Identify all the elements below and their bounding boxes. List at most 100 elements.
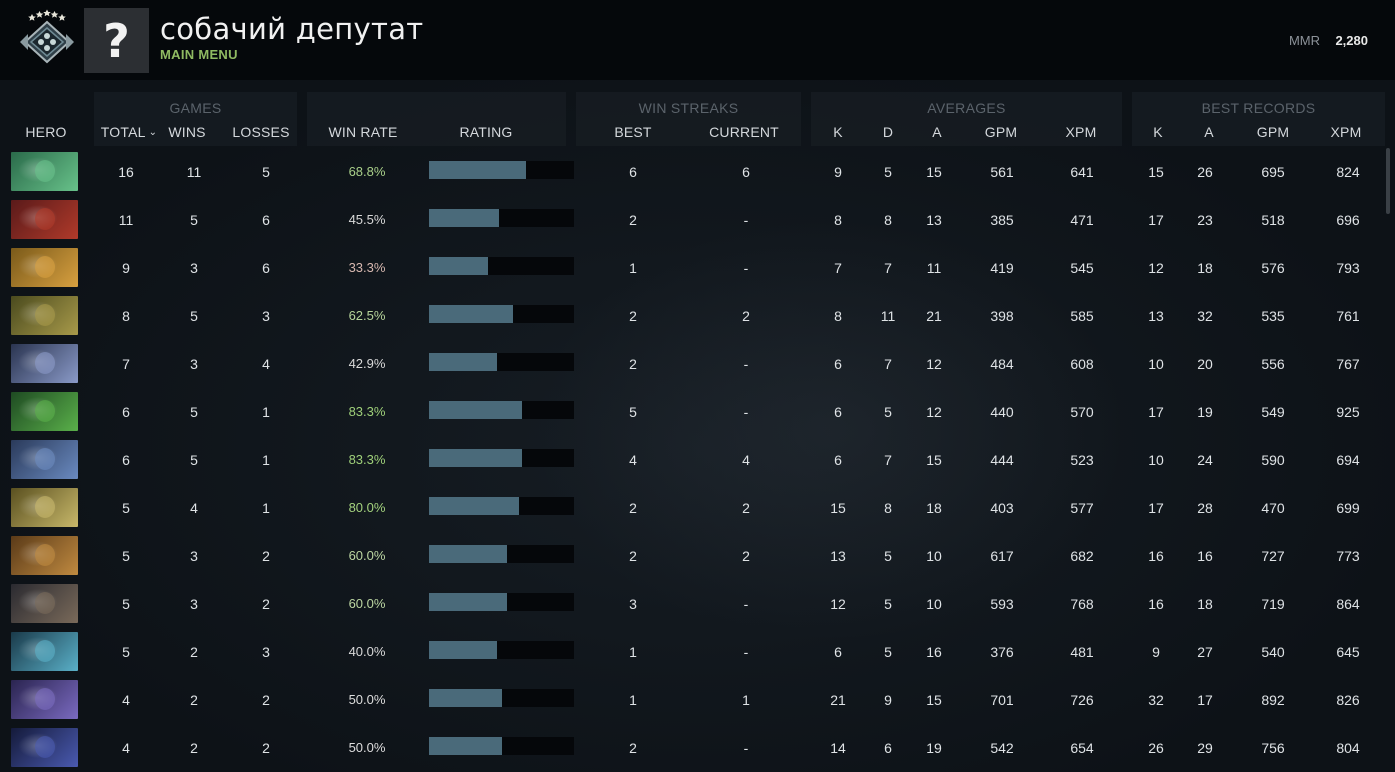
cell-avg-xpm: 570 (1070, 404, 1094, 420)
cell-losses: 1 (262, 500, 270, 516)
hero-portrait[interactable] (11, 440, 78, 479)
rank-medal-icon[interactable] (14, 8, 80, 66)
cell-best-gpm: 756 (1261, 740, 1285, 756)
cell-losses: 2 (262, 740, 270, 756)
cell-avg-assists: 15 (926, 164, 942, 180)
cell-current-streak: 4 (742, 452, 750, 468)
rating-bar-fill (429, 209, 499, 227)
cell-avg-assists: 12 (926, 404, 942, 420)
hero-portrait[interactable] (11, 200, 78, 239)
hero-portrait[interactable] (11, 248, 78, 287)
cell-best-gpm: 892 (1261, 692, 1285, 708)
cell-best-streak: 2 (629, 740, 637, 756)
cell-win-rate: 60.0% (348, 548, 386, 563)
rating-bar-fill (429, 593, 507, 611)
cell-avg-deaths: 7 (884, 452, 892, 468)
col-header-rating[interactable]: RATING (459, 124, 513, 140)
table-row[interactable]: 6 5 1 83.3% 5 - 6 5 12 440 570 17 19 549 925 (0, 390, 1395, 434)
cell-best-gpm: 590 (1261, 452, 1285, 468)
rating-bar-fill (429, 353, 497, 371)
cell-best-gpm: 470 (1261, 500, 1285, 516)
hero-portrait[interactable] (11, 392, 78, 431)
col-header-best-assists[interactable]: A (1204, 124, 1214, 140)
cell-avg-deaths: 9 (884, 692, 892, 708)
cell-losses: 2 (262, 596, 270, 612)
hero-portrait[interactable] (11, 344, 78, 383)
cell-losses: 2 (262, 692, 270, 708)
col-header-total[interactable]: TOTAL ⌄ (96, 124, 162, 140)
cell-best-kills: 32 (1148, 692, 1164, 708)
cell-best-streak: 1 (629, 644, 637, 660)
cell-best-kills: 17 (1148, 500, 1164, 516)
col-header-avg-xpm[interactable]: XPM (1065, 124, 1097, 140)
col-header-best-gpm[interactable]: GPM (1256, 124, 1290, 140)
mmr-value: 2,280 (1335, 33, 1368, 48)
col-header-hero[interactable]: HERO (25, 124, 67, 140)
cell-wins: 2 (190, 692, 198, 708)
hero-portrait[interactable] (11, 536, 78, 575)
best-records-group-header (1132, 92, 1385, 146)
hero-portrait[interactable] (11, 728, 78, 767)
cell-best-xpm: 645 (1336, 644, 1360, 660)
table-row[interactable]: 9 3 6 33.3% 1 - 7 7 11 419 545 12 18 576 793 (0, 246, 1395, 290)
cell-current-streak: - (743, 260, 749, 276)
col-header-avg-deaths[interactable]: D (882, 124, 894, 140)
cell-best-xpm: 761 (1336, 308, 1360, 324)
rating-bar (429, 305, 574, 323)
cell-best-kills: 17 (1148, 212, 1164, 228)
table-row[interactable]: 5 2 3 40.0% 1 - 6 5 16 376 481 9 27 540 645 (0, 630, 1395, 674)
col-header-best-streak[interactable]: BEST (614, 124, 652, 140)
cell-best-gpm: 549 (1261, 404, 1285, 420)
cell-best-kills: 9 (1152, 644, 1160, 660)
cell-best-assists: 29 (1197, 740, 1213, 756)
hero-portrait[interactable] (11, 296, 78, 335)
col-header-losses[interactable]: LOSSES (232, 124, 290, 140)
cell-best-kills: 10 (1148, 356, 1164, 372)
col-header-avg-assists[interactable]: A (932, 124, 942, 140)
col-header-avg-gpm[interactable]: GPM (984, 124, 1018, 140)
cell-best-xpm: 793 (1336, 260, 1360, 276)
hero-portrait[interactable] (11, 680, 78, 719)
main-menu-link[interactable]: MAIN MENU (160, 47, 238, 62)
cell-current-streak: - (743, 644, 749, 660)
hero-portrait[interactable] (11, 488, 78, 527)
cell-best-streak: 5 (629, 404, 637, 420)
cell-best-kills: 26 (1148, 740, 1164, 756)
table-row[interactable]: 4 2 2 50.0% 2 - 14 6 19 542 654 26 29 756 804 (0, 726, 1395, 770)
col-header-win-rate[interactable]: WIN RATE (328, 124, 398, 140)
cell-avg-assists: 10 (926, 548, 942, 564)
averages-group-title: AVERAGES (927, 100, 1006, 116)
table-row[interactable]: 6 5 1 83.3% 4 4 6 7 15 444 523 10 24 590 694 (0, 438, 1395, 482)
cell-avg-deaths: 5 (884, 596, 892, 612)
table-row[interactable]: 5 3 2 60.0% 3 - 12 5 10 593 768 16 18 719 864 (0, 582, 1395, 626)
hero-portrait[interactable] (11, 152, 78, 191)
player-avatar[interactable]: ? (84, 8, 149, 73)
scrollbar-thumb[interactable] (1386, 148, 1390, 214)
col-header-current-streak[interactable]: CURRENT (709, 124, 779, 140)
cell-avg-gpm: 398 (990, 308, 1014, 324)
table-row[interactable]: 11 5 6 45.5% 2 - 8 8 13 385 471 17 23 518 696 (0, 198, 1395, 242)
table-row[interactable]: 8 5 3 62.5% 2 2 8 11 21 398 585 13 32 535 761 (0, 294, 1395, 338)
hero-portrait[interactable] (11, 584, 78, 623)
cell-avg-deaths: 7 (884, 260, 892, 276)
cell-avg-kills: 7 (834, 260, 842, 276)
cell-best-streak: 1 (629, 692, 637, 708)
col-header-avg-kills[interactable]: K (833, 124, 843, 140)
cell-best-streak: 1 (629, 260, 637, 276)
col-header-best-xpm[interactable]: XPM (1330, 124, 1362, 140)
col-header-best-kills[interactable]: K (1153, 124, 1163, 140)
table-row[interactable]: 5 3 2 60.0% 2 2 13 5 10 617 682 16 16 727 773 (0, 534, 1395, 578)
cell-total: 6 (122, 452, 130, 468)
games-group-header (94, 92, 297, 146)
cell-total: 5 (122, 548, 130, 564)
table-row[interactable]: 16 11 5 68.8% 6 6 9 5 15 561 641 15 26 695 824 (0, 150, 1395, 194)
hero-portrait[interactable] (11, 632, 78, 671)
table-row[interactable]: 7 3 4 42.9% 2 - 6 7 12 484 608 10 20 556 767 (0, 342, 1395, 386)
rating-bar (429, 161, 574, 179)
table-row[interactable]: 5 4 1 80.0% 2 2 15 8 18 403 577 17 28 470 699 (0, 486, 1395, 530)
cell-avg-assists: 15 (926, 692, 942, 708)
cell-total: 5 (122, 644, 130, 660)
table-row[interactable]: 4 2 2 50.0% 1 1 21 9 15 701 726 32 17 892 826 (0, 678, 1395, 722)
col-header-wins[interactable]: WINS (168, 124, 206, 140)
cell-avg-kills: 9 (834, 164, 842, 180)
